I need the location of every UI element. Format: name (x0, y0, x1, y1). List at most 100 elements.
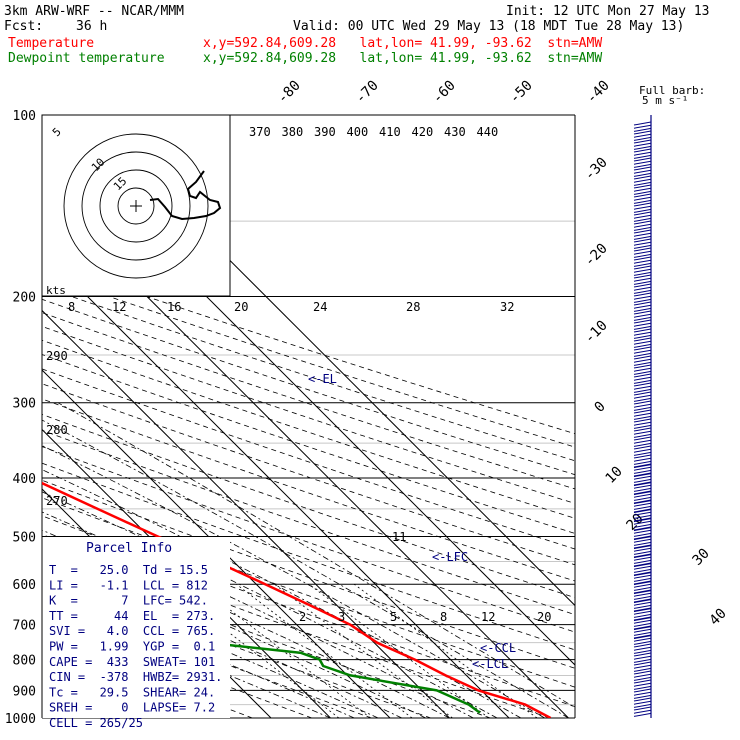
wind-barb (633, 577, 652, 582)
theta-label: 380 (282, 125, 304, 139)
pressure-label: 700 (13, 619, 36, 634)
wind-barb (633, 464, 652, 469)
temperature-location: x,y=592.84,609.28 lat,lon= 41.99, -93.62… (203, 36, 603, 51)
isotherm (42, 250, 510, 718)
wind-barb (633, 601, 652, 606)
isotherm (42, 309, 450, 718)
parcel-row: T = 25.0 Td = 15.5 (49, 563, 208, 577)
wind-barb (633, 265, 652, 270)
wind-barb (633, 202, 652, 207)
mixing-ratio-label: 8 (440, 610, 447, 624)
wind-barb (633, 199, 652, 204)
wind-barb (633, 655, 652, 660)
dry-adiabat (42, 354, 575, 534)
wind-barb (633, 367, 652, 372)
dry-adiabat (42, 383, 575, 566)
wind-barb (633, 490, 652, 495)
wind-barb (633, 481, 652, 486)
dry-adiabat (42, 398, 575, 582)
wind-barb (633, 709, 652, 714)
wind-barb (633, 427, 652, 432)
dry-adiabat (42, 552, 491, 718)
wind-barb (633, 682, 652, 687)
wind-barb (633, 424, 652, 429)
wind-barb (633, 133, 652, 138)
forecast-label: Fcst: (4, 19, 44, 34)
theta-label: 410 (379, 125, 401, 139)
wind-barb (633, 617, 652, 622)
parcel-row: PW = 1.99 YGP = 0.1 (49, 640, 215, 654)
wind-barb (633, 175, 652, 180)
wind-barb (633, 325, 652, 330)
theta-label: 11 (392, 530, 406, 544)
wind-barb (633, 469, 652, 474)
wind-barb (633, 352, 652, 357)
wind-barb (633, 545, 652, 550)
barb-legend-value: 5 m s⁻¹ (642, 94, 688, 107)
wind-barb (633, 370, 652, 375)
wind-barb (633, 473, 652, 478)
wind-barb (633, 289, 652, 294)
wind-barb (633, 406, 652, 411)
wind-barb (633, 439, 652, 444)
wind-barb (633, 583, 652, 588)
pressure-label: 900 (13, 684, 36, 699)
wind-barb (633, 205, 652, 210)
wind-barb (633, 478, 652, 483)
wind-barb (633, 598, 652, 603)
wind-barb (633, 178, 652, 183)
dry-adiabat (42, 325, 575, 504)
wind-barb (633, 544, 652, 549)
theta-left-label: 290 (46, 349, 68, 363)
wind-barb (633, 388, 652, 393)
isotherm-label: -30 (582, 155, 611, 184)
wind-barb (633, 235, 652, 240)
wind-barb (633, 154, 652, 159)
wind-barb (633, 418, 652, 423)
parcel-box (42, 537, 230, 718)
wind-barb (633, 160, 652, 165)
wind-barb (633, 664, 652, 669)
wind-barb (633, 553, 652, 558)
wind-barb (633, 316, 652, 321)
parcel-row: Tc = 29.5 SHEAR= 24. (49, 685, 215, 699)
wind-barb (633, 151, 652, 156)
wind-barb (633, 307, 652, 312)
wind-barb (633, 163, 652, 168)
pressure-label: 400 (13, 472, 36, 487)
forecast-value: 36 h (76, 19, 108, 34)
dry-adiabat (42, 298, 575, 476)
wind-barb (633, 673, 652, 678)
wind-barb (633, 148, 652, 153)
wind-barb (633, 442, 652, 447)
wind-barb (633, 649, 652, 654)
wind-barb (633, 679, 652, 684)
dry-adiabat (42, 429, 575, 616)
wind-barb (633, 610, 652, 615)
wind-barb (633, 298, 652, 303)
theta-left-label: 270 (46, 494, 68, 508)
hodograph-ring (117, 187, 155, 225)
wind-barb (633, 676, 652, 681)
wind-barb (633, 301, 652, 306)
hodograph-trace (149, 170, 222, 221)
wind-barb (633, 487, 652, 492)
wind-barb (633, 211, 652, 216)
wind-barb (633, 608, 652, 613)
wind-barb (633, 193, 652, 198)
pressure-label: 1000 (5, 712, 36, 727)
wind-barb (633, 626, 652, 631)
wind-barb (633, 556, 652, 561)
wind-barb (633, 703, 652, 708)
isotherm (42, 369, 391, 718)
wind-barb (633, 286, 652, 291)
pressure-label: 200 (13, 291, 36, 306)
wind-barb (633, 574, 652, 579)
lcl-marker: <-LCL (472, 657, 508, 671)
wind-barb (633, 637, 652, 642)
wind-barb (633, 517, 652, 522)
wind-barb (633, 346, 652, 351)
dry-adiabat (42, 462, 575, 651)
dewpoint-legend: Dewpoint temperature (8, 51, 165, 66)
